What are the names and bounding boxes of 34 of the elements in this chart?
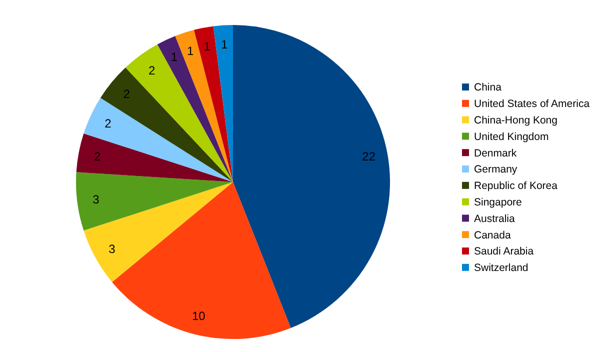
pie-slice [76, 133, 233, 182]
legend-label: Denmark [474, 147, 518, 160]
legend-label: United Kingdom [474, 130, 549, 143]
legend-label: Saudi Arabia [474, 246, 534, 258]
data-label: 3 [108, 242, 116, 256]
legend-label: Switzerland [474, 262, 528, 274]
legend-label: United States of America [474, 98, 590, 110]
data-label: 2 [123, 87, 130, 102]
data-label: 2 [104, 116, 112, 130]
pie-slice [157, 36, 233, 182]
legend-label: Germany [474, 164, 518, 176]
data-label: 1 [186, 44, 194, 58]
data-label: 1 [170, 50, 178, 64]
pie-slice [76, 172, 233, 231]
legend-label: Singapore [474, 196, 522, 208]
data-label: 2 [148, 63, 156, 78]
data-label: 2 [94, 149, 101, 164]
pie-slice [233, 25, 390, 328]
legend-label: China-Hong Kong [474, 114, 558, 126]
data-label: 1 [220, 37, 228, 52]
data-label: 22 [362, 149, 376, 164]
legend-label: China [474, 82, 502, 94]
pie-slice [100, 68, 233, 182]
pie-slice [175, 30, 233, 182]
pie-slice [213, 25, 233, 182]
pie-slice [194, 26, 233, 182]
pie-slice [84, 182, 233, 282]
legend-label: Canada [474, 229, 511, 242]
legend-label: Republic of Korea [474, 180, 558, 192]
pie-slice [84, 98, 233, 182]
data-label: 3 [92, 192, 100, 207]
data-label: 1 [204, 39, 211, 54]
data-label: 10 [192, 309, 206, 324]
legend-label: Australia [474, 212, 516, 225]
